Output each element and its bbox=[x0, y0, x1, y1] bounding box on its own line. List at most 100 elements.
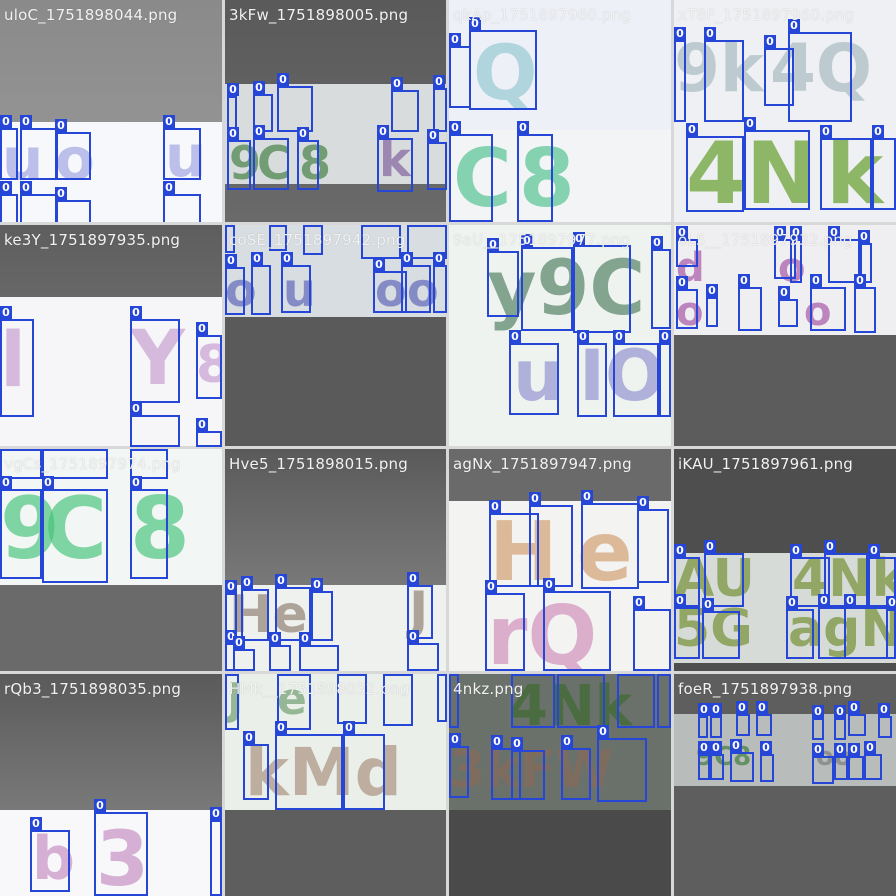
class-label: 0 bbox=[613, 330, 625, 343]
class-label: 0 bbox=[0, 115, 12, 128]
tile-8[interactable]: oL5__1751897932.png d o o o 0 0 0 0 0 0 … bbox=[674, 225, 896, 447]
tile-11[interactable]: agNx_1751897947.png H e rQ 0 0 0 0 0 0 0 bbox=[449, 449, 671, 671]
captcha-image bbox=[225, 674, 447, 810]
class-label: 0 bbox=[561, 735, 573, 748]
class-label: 0 bbox=[736, 701, 748, 714]
class-label: 0 bbox=[834, 705, 846, 718]
tile-title: 9aU__1751897977.png bbox=[453, 231, 631, 249]
class-label: 0 bbox=[391, 77, 403, 90]
captcha-image bbox=[0, 449, 222, 585]
captcha-image bbox=[0, 297, 222, 447]
class-label: 0 bbox=[756, 701, 768, 714]
tile-title: Hve5_1751898015.png bbox=[229, 455, 408, 473]
class-label: 0 bbox=[778, 286, 790, 299]
tile-title: oL5__1751897932.png bbox=[678, 231, 853, 249]
tile-title: vgCs_1751897974.png bbox=[4, 455, 181, 473]
class-label: 0 bbox=[730, 739, 742, 752]
class-label: 0 bbox=[20, 181, 32, 194]
class-label: 0 bbox=[299, 632, 311, 645]
class-label: 0 bbox=[810, 274, 822, 287]
class-label: 0 bbox=[0, 306, 12, 319]
class-label: 0 bbox=[433, 75, 445, 88]
class-label: 0 bbox=[449, 121, 461, 134]
class-label: 0 bbox=[407, 572, 419, 585]
class-label: 0 bbox=[637, 496, 649, 509]
class-label: 0 bbox=[241, 576, 253, 589]
class-label: 0 bbox=[401, 252, 413, 265]
class-label: 0 bbox=[163, 115, 175, 128]
class-label: 0 bbox=[854, 274, 866, 287]
class-label: 0 bbox=[130, 476, 142, 489]
class-label: 0 bbox=[253, 81, 265, 94]
tile-7[interactable]: 9aU__1751897977.png y9C u IO 0 0 0 0 0 0… bbox=[449, 225, 671, 447]
class-label: 0 bbox=[651, 236, 663, 249]
class-label: 0 bbox=[196, 418, 208, 431]
class-label: 0 bbox=[210, 807, 222, 820]
class-label: 0 bbox=[864, 741, 876, 754]
class-label: 0 bbox=[573, 232, 585, 245]
class-label: 0 bbox=[848, 701, 860, 714]
class-label: 0 bbox=[633, 596, 645, 609]
tile-10[interactable]: Hve5_1751898015.png He J 0 0 0 0 0 0 0 0… bbox=[225, 449, 447, 671]
captcha-image bbox=[0, 122, 222, 222]
class-label: 0 bbox=[760, 741, 772, 754]
tile-1[interactable]: uloC_1751898044.png u o u 0 0 0 0 0 0 0 … bbox=[0, 0, 222, 222]
captcha-image bbox=[225, 225, 447, 317]
class-label: 0 bbox=[196, 322, 208, 335]
class-label: 0 bbox=[786, 596, 798, 609]
class-label: 0 bbox=[377, 125, 389, 138]
class-label: 0 bbox=[491, 735, 503, 748]
class-label: 0 bbox=[433, 252, 445, 265]
tile-title: iKAU_1751897961.png bbox=[678, 455, 854, 473]
class-label: 0 bbox=[674, 544, 686, 557]
tile-title: rQb3_1751898035.png bbox=[4, 680, 182, 698]
tile-6[interactable]: coSE_1751897942.png o u o o 0 0 0 0 0 0 … bbox=[225, 225, 447, 447]
tile-5[interactable]: ke3Y_1751897935.png l Y 8 0 0 0 0 0 bbox=[0, 225, 222, 447]
class-label: 0 bbox=[812, 705, 824, 718]
class-label: 0 bbox=[738, 274, 750, 287]
class-label: 0 bbox=[130, 402, 142, 415]
tile-title: qkAp_1751897960.png bbox=[453, 6, 632, 24]
tile-13[interactable]: rQb3_1751898035.png b 3 0 0 0 bbox=[0, 674, 222, 896]
tile-15[interactable]: 4nkz.png 4Nk 3kFW 0 0 0 0 0 0 0 0 0 0 bbox=[449, 674, 671, 896]
class-label: 0 bbox=[0, 181, 12, 194]
class-label: 0 bbox=[511, 737, 523, 750]
class-label: 0 bbox=[674, 27, 686, 40]
class-label: 0 bbox=[790, 544, 802, 557]
class-label: 0 bbox=[275, 574, 287, 587]
tile-2[interactable]: 3kFw_1751898005.png 9 C 8 k 0 0 0 0 0 0 … bbox=[225, 0, 447, 222]
class-label: 0 bbox=[373, 258, 385, 271]
class-label: 0 bbox=[449, 33, 461, 46]
grid-divider bbox=[0, 222, 896, 225]
tile-4[interactable]: xT8F_1751897960.png 9k 4Q 4N k 0 0 0 0 0… bbox=[674, 0, 896, 222]
class-label: 0 bbox=[744, 117, 756, 130]
class-label: 0 bbox=[704, 540, 716, 553]
class-label: 0 bbox=[343, 721, 355, 734]
class-label: 0 bbox=[529, 492, 541, 505]
class-label: 0 bbox=[233, 636, 245, 649]
grid-divider bbox=[0, 671, 896, 674]
class-label: 0 bbox=[489, 500, 501, 513]
tile-14[interactable]: HMk__1751898032.png J e kMd 0 0 0 0 0 0 … bbox=[225, 674, 447, 896]
class-label: 0 bbox=[485, 580, 497, 593]
tile-title: ke3Y_1751897935.png bbox=[4, 231, 181, 249]
tile-16[interactable]: foeR_1751897938.png 9C8 oo 0 0 0 0 0 0 0… bbox=[674, 674, 896, 896]
class-label: 0 bbox=[834, 743, 846, 756]
class-label: 0 bbox=[55, 119, 67, 132]
class-label: 0 bbox=[868, 544, 880, 557]
tile-9[interactable]: vgCs_1751897974.png 9 C 8 0 0 0 0 0 0 bbox=[0, 449, 222, 671]
class-label: 0 bbox=[487, 238, 499, 251]
class-label: 0 bbox=[521, 234, 533, 247]
class-label: 0 bbox=[698, 741, 710, 754]
class-label: 0 bbox=[676, 226, 688, 239]
tile-title: 3kFw_1751898005.png bbox=[229, 6, 409, 24]
tile-12[interactable]: iKAU_1751897961.png AU 4Nk 5G agN 0 0 0 … bbox=[674, 449, 896, 671]
class-label: 0 bbox=[858, 230, 870, 243]
class-label: 0 bbox=[698, 703, 710, 716]
class-label: 0 bbox=[844, 594, 856, 607]
class-label: 0 bbox=[710, 703, 722, 716]
class-label: 0 bbox=[872, 125, 884, 138]
tile-3[interactable]: qkAp_1751897960.png Q C 8 0 0 0 0 bbox=[449, 0, 671, 222]
class-label: 0 bbox=[311, 578, 323, 591]
